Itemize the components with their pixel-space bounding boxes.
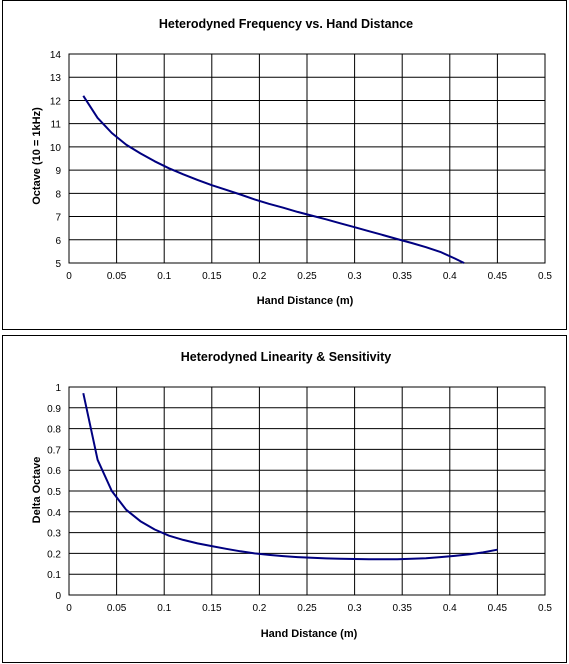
chart-frequency-svg: Heterodyned Frequency vs. Hand Distance … — [31, 17, 552, 307]
x-tick-label: 0.5 — [538, 271, 552, 282]
spreadsheet-row-fragment — [0, 330, 569, 335]
y-tick-label: 0.4 — [47, 508, 61, 519]
x-tick-label: 0.4 — [443, 271, 457, 282]
y-tick-label: 14 — [50, 50, 62, 61]
x-axis-label: Hand Distance (m) — [257, 295, 354, 307]
x-tick-label: 0.45 — [488, 603, 508, 614]
series-line — [82, 392, 498, 561]
plot-area — [68, 386, 546, 596]
x-tick-label: 0.35 — [392, 603, 412, 614]
y-tick-label: 12 — [50, 96, 62, 107]
y-tick-label: 0.7 — [47, 445, 61, 456]
x-tick-label: 0.35 — [392, 271, 412, 282]
y-tick-label: 0.3 — [47, 529, 61, 540]
x-tick-label: 0 — [66, 603, 72, 614]
y-tick-label: 6 — [55, 236, 61, 247]
y-tick-label: 1 — [55, 383, 61, 394]
chart-frequency-panel[interactable]: Heterodyned Frequency vs. Hand Distance … — [2, 0, 567, 330]
y-tick-label: 7 — [55, 213, 61, 224]
x-tick-label: 0.4 — [443, 603, 457, 614]
plot-area — [68, 53, 546, 264]
y-tick-label: 0.8 — [47, 425, 61, 436]
x-tick-label: 0.2 — [252, 271, 266, 282]
y-axis-label: Octave (10 = 1kHz) — [31, 107, 43, 205]
y-tick-label: 9 — [55, 166, 61, 177]
x-tick-label: 0.15 — [202, 271, 222, 282]
x-tick-label: 0.1 — [157, 271, 171, 282]
gridlines — [68, 53, 546, 264]
x-axis-label: Hand Distance (m) — [261, 628, 358, 640]
y-tick-label: 5 — [55, 259, 61, 270]
x-tick-label: 0.3 — [348, 603, 362, 614]
x-tick-label: 0.25 — [297, 603, 317, 614]
y-axis-label: Delta Octave — [31, 457, 43, 524]
y-tick-label: 10 — [50, 143, 62, 154]
x-tick-label: 0.05 — [107, 603, 127, 614]
x-tick-label: 0 — [66, 271, 72, 282]
x-tick-label: 0.25 — [297, 271, 317, 282]
x-tick-label: 0.3 — [348, 271, 362, 282]
y-tick-label: 0 — [55, 591, 61, 602]
series-line — [82, 95, 465, 264]
x-tick-label: 0.15 — [202, 603, 222, 614]
y-tick-label: 0.9 — [47, 404, 61, 415]
y-tick-label: 0.1 — [47, 570, 61, 581]
y-tick-label: 13 — [50, 73, 62, 84]
x-tick-label: 0.2 — [252, 603, 266, 614]
y-tick-label: 8 — [55, 189, 61, 200]
x-tick-label: 0.45 — [488, 271, 508, 282]
chart-title: Heterodyned Linearity & Sensitivity — [181, 350, 392, 364]
x-tick-label: 0.1 — [157, 603, 171, 614]
chart-title: Heterodyned Frequency vs. Hand Distance — [159, 17, 413, 31]
chart-linearity-panel[interactable]: Heterodyned Linearity & Sensitivity Hand… — [2, 335, 567, 663]
y-tick-label: 0.2 — [47, 549, 61, 560]
x-tick-label: 0.5 — [538, 603, 552, 614]
y-tick-label: 0.6 — [47, 466, 61, 477]
y-tick-label: 0.5 — [47, 487, 61, 498]
y-tick-label: 11 — [51, 120, 62, 131]
x-tick-label: 0.05 — [107, 271, 127, 282]
chart-linearity-svg: Heterodyned Linearity & Sensitivity Hand… — [31, 350, 552, 640]
gridlines — [68, 386, 546, 596]
